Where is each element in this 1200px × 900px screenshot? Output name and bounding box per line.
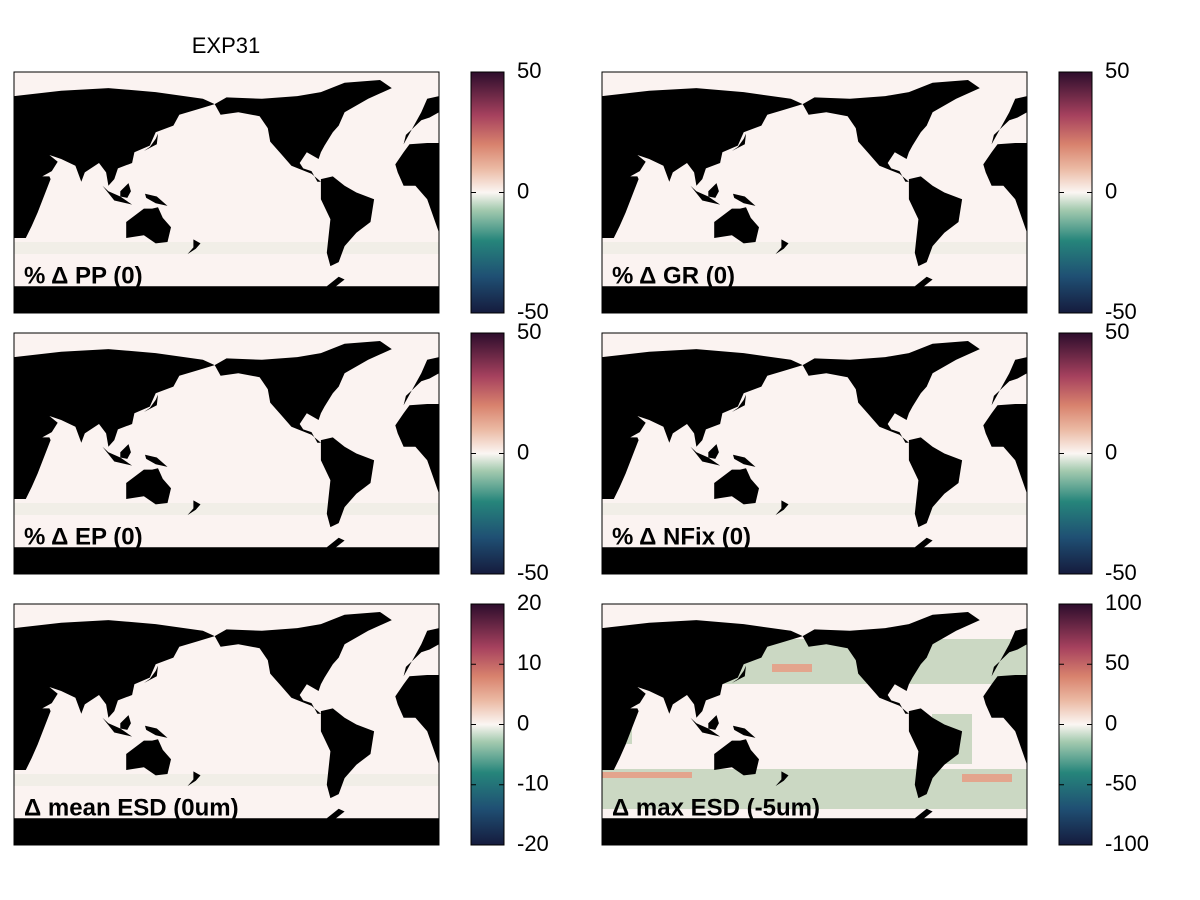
colorbar <box>470 71 505 314</box>
map-frame <box>601 332 1028 575</box>
panel-label: % Δ NFix (0) <box>612 523 751 550</box>
map-frame <box>601 71 1028 314</box>
colorbar-tick-label: 0 <box>517 710 529 735</box>
colorbar-tick-label: -50 <box>517 560 549 585</box>
colorbar-tick-label: -50 <box>517 299 549 324</box>
colorbar-tick-label: 0 <box>1105 710 1117 735</box>
colorbar-tick-label: 50 <box>517 319 541 344</box>
ocean-pattern <box>14 242 439 254</box>
map-frame <box>601 603 1028 846</box>
colorbar <box>1058 332 1093 575</box>
panel-label: % Δ PP (0) <box>24 262 143 289</box>
figure-title: EXP31 <box>192 33 261 58</box>
colorbar-tick-label: 50 <box>517 58 541 83</box>
panel-label: % Δ EP (0) <box>24 523 143 550</box>
colorbar-tick-label: 50 <box>1105 319 1129 344</box>
ocean-pattern <box>772 664 812 672</box>
colorbar-tick-label: 50 <box>1105 650 1129 675</box>
colorbar <box>470 332 505 575</box>
colorbar-tick-label: 0 <box>517 439 529 464</box>
colorbar-tick-label: -20 <box>517 831 549 856</box>
colorbar-tick-label: -100 <box>1105 831 1149 856</box>
panel-label: Δ max ESD (-5um) <box>612 794 820 821</box>
map-frame <box>13 332 440 575</box>
colorbar-tick-label: -50 <box>1105 771 1137 796</box>
colorbar-tick-label: 0 <box>1105 439 1117 464</box>
ocean-pattern <box>14 774 439 786</box>
panel-label: Δ mean ESD (0um) <box>24 794 239 821</box>
panel-label: % Δ GR (0) <box>612 262 735 289</box>
map-frame <box>13 71 440 314</box>
colorbar-tick-label: 100 <box>1105 590 1142 615</box>
colorbar-tick-label: 50 <box>1105 58 1129 83</box>
colorbar-tick-label: 20 <box>517 590 541 615</box>
colorbar-tick-label: 10 <box>517 650 541 675</box>
ocean-pattern <box>602 772 692 778</box>
colorbar-tick-label: 0 <box>517 178 529 203</box>
ocean-pattern <box>962 774 1012 782</box>
colorbar-tick-label: -50 <box>1105 560 1137 585</box>
map-frame <box>13 603 440 846</box>
colorbar <box>1058 71 1093 314</box>
ocean-pattern <box>602 503 1027 515</box>
colorbar-tick-label: -50 <box>1105 299 1137 324</box>
ocean-pattern <box>14 503 439 515</box>
colorbar-tick-label: -10 <box>517 771 549 796</box>
ocean-pattern <box>602 242 1027 254</box>
colorbar-tick-label: 0 <box>1105 178 1117 203</box>
